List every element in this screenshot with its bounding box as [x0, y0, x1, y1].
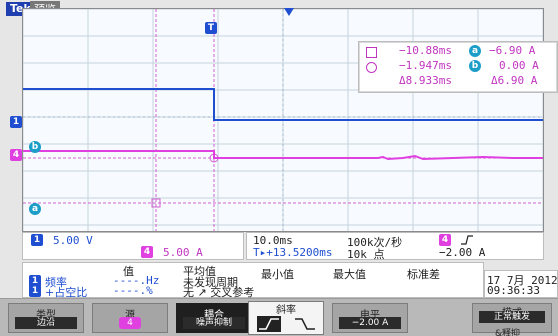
cursor-delta-time: Δ8.933ms — [399, 74, 452, 87]
trigger-position-marker[interactable]: T — [205, 22, 217, 34]
record-length: 10k 点 — [347, 248, 385, 261]
ch1-badge: 1 — [31, 234, 43, 246]
ch4-badge: 4 — [141, 246, 153, 258]
ch1-scale[interactable]: 5.00 V — [53, 234, 93, 247]
meas-row2-note: 无 ↗ 交叉参考 — [183, 286, 255, 299]
cursor-delta-value: Δ6.90 A — [491, 74, 538, 87]
cursor-a-square — [151, 198, 161, 208]
trigger-source-button[interactable]: 源 4 — [92, 303, 168, 333]
channel-1-trace — [23, 88, 543, 121]
trigger-position: T▸+13.5200ms — [253, 246, 333, 259]
cursor-square-icon — [366, 47, 377, 58]
holdoff-label: &释抑 — [495, 329, 521, 336]
trigger-type-button[interactable]: 类型 边沿 — [8, 303, 84, 333]
date: 17 7月 2012 — [487, 274, 558, 287]
trigger-source-badge: 4 — [439, 234, 451, 246]
cursor-b-value: 0.00 A — [499, 59, 539, 72]
trigger-source-label: 源 — [125, 310, 135, 321]
trigger-type-label: 类型 — [36, 310, 56, 321]
cursor-a-badge: a — [469, 45, 481, 57]
meas-row1-note: 未发现周期 — [183, 276, 238, 289]
cursor-a-level-marker: a — [29, 203, 41, 215]
sample-rate: 100k次/秒 — [347, 236, 403, 249]
trigger-mode-button[interactable]: 模式 正常触发 &释抑 — [472, 303, 552, 336]
trigger-level-readout: −2.00 A — [439, 246, 486, 259]
cursor-readout-panel: −10.88ms a −6.90 A −1.947ms b 0.00 A Δ8.… — [358, 41, 558, 93]
trigger-level-button[interactable]: 电平 −2.00 A — [332, 303, 408, 333]
cursor-b-time: −1.947ms — [399, 59, 452, 72]
meas-header-value: 值 — [123, 265, 134, 278]
time: 09:36:33 — [487, 284, 540, 297]
channel-1-ground-marker[interactable]: 1 — [10, 116, 22, 128]
meas-header-max: 最大值 — [333, 268, 366, 281]
timebase[interactable]: 10.0ms — [253, 234, 293, 247]
trigger-mode-value: 正常触发 — [479, 311, 545, 323]
meas-row1-label: 频率 — [45, 276, 67, 289]
trigger-source-value: 4 — [119, 317, 141, 329]
trigger-coupling-value: 噪声抑制 — [183, 317, 245, 329]
cursor-circle-icon — [366, 62, 377, 73]
trigger-arrow-icon — [284, 8, 294, 16]
cursor-a-time: −10.88ms — [399, 44, 452, 57]
cursor-b-level-marker: b — [29, 141, 41, 153]
meas-header-stddev: 标准差 — [407, 268, 440, 281]
slope-falling-icon — [295, 318, 315, 330]
waveform-grid: T −10.88ms a −6.90 A −1.947ms b 0.00 A Δ… — [22, 8, 558, 232]
channel-4-trace — [23, 150, 543, 161]
datetime-box: 17 7月 2012 09:36:33 — [484, 270, 558, 298]
slope-rising-icon — [257, 316, 281, 332]
meas-row1-value: ----.Hz — [113, 274, 160, 287]
trigger-level-value: −2.00 A — [339, 317, 401, 329]
trigger-type-value: 边沿 — [15, 317, 77, 329]
ch4-scale[interactable]: 5.00 A — [163, 246, 203, 259]
rising-edge-icon — [461, 235, 473, 245]
meas-row2-label: +占空比 — [45, 286, 88, 299]
meas-row2-badge: 1 — [29, 285, 41, 297]
channel-status-bar: 1 5.00 V 4 5.00 A 10.0ms 100k次/秒 4 T▸+13… — [22, 232, 544, 261]
cursor-b-badge: b — [469, 60, 481, 72]
trigger-coupling-label: 耦合 — [204, 310, 224, 321]
channel-scale-box: 1 5.00 V 4 5.00 A — [22, 232, 244, 260]
measurement-panel: 值 平均值 最小值 最大值 标准差 1 频率 ----.Hz 未发现周期 1 +… — [22, 262, 484, 299]
channel-4-ground-marker[interactable]: 4 — [10, 149, 22, 161]
trigger-coupling-button[interactable]: 耦合 噪声抑制 — [176, 303, 252, 333]
trigger-slope-button[interactable]: 斜率 — [248, 301, 324, 335]
trigger-slope-label: 斜率 — [276, 305, 296, 316]
meas-header-min: 最小值 — [261, 268, 294, 281]
softkey-bar: 类型 边沿 源 4 耦合 噪声抑制 斜率 电平 −2.00 A 模式 正常触发 — [0, 298, 558, 336]
meas-row1-badge: 1 — [29, 275, 41, 287]
meas-header-mean: 平均值 — [183, 265, 216, 278]
timebase-box: 10.0ms 100k次/秒 4 T▸+13.5200ms 10k 点 −2.0… — [246, 232, 544, 261]
trigger-level-label: 电平 — [360, 310, 380, 321]
meas-row2-value: ----.% — [113, 284, 153, 297]
cursor-a-value: −6.90 A — [489, 44, 536, 57]
